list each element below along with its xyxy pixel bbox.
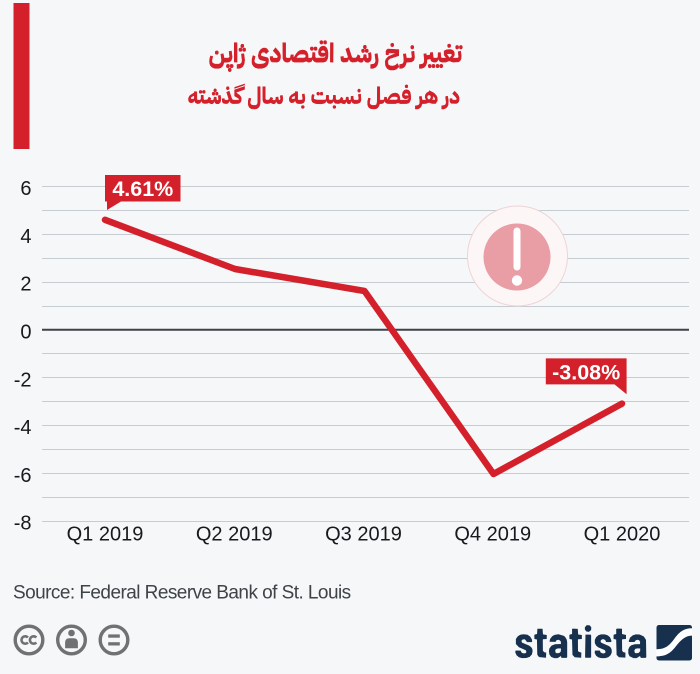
svg-text:-6: -6 — [14, 465, 32, 487]
svg-text:6: 6 — [20, 178, 31, 200]
svg-text:Q1 2020: Q1 2020 — [584, 524, 661, 546]
svg-text:Source: Federal Reserve Bank o: Source: Federal Reserve Bank of St. Loui… — [13, 583, 351, 604]
svg-text:Q1 2019: Q1 2019 — [67, 524, 144, 546]
svg-text:-3.08%: -3.08% — [552, 360, 620, 384]
svg-text:-8: -8 — [14, 513, 32, 535]
svg-text:Q3 2019: Q3 2019 — [325, 524, 402, 546]
svg-text:4: 4 — [20, 226, 31, 248]
svg-text:0: 0 — [20, 322, 31, 344]
svg-text:-2: -2 — [14, 369, 32, 391]
svg-text:2: 2 — [20, 274, 31, 296]
svg-text:-4: -4 — [14, 417, 32, 439]
svg-text:Q2 2019: Q2 2019 — [196, 524, 273, 546]
svg-text:Q4 2019: Q4 2019 — [454, 524, 531, 546]
svg-text:4.61%: 4.61% — [112, 177, 173, 201]
